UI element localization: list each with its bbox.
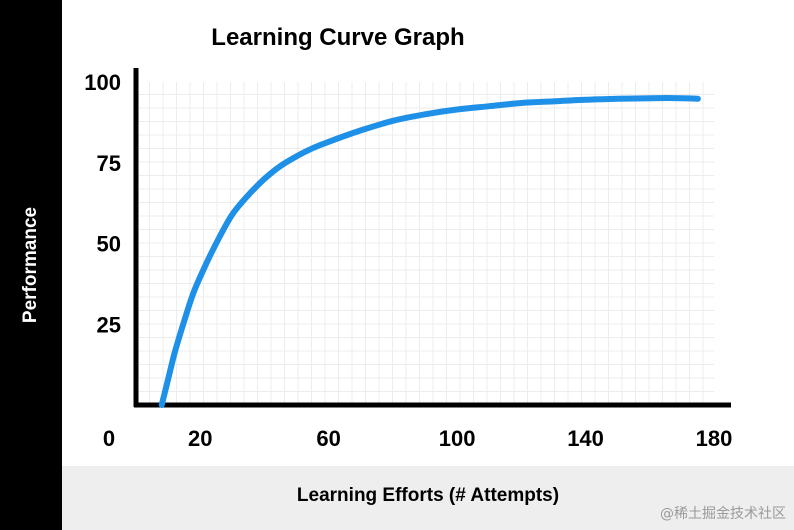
learning-curve-line <box>158 95 701 408</box>
y-tick-label: 25 <box>97 312 121 337</box>
y-tick-label: 100 <box>84 70 121 95</box>
x-tick-label: 180 <box>696 426 733 451</box>
watermark: @稀土掘金技术社区 <box>660 506 786 522</box>
y-tick-label: 50 <box>97 232 121 257</box>
x-tick-label: 100 <box>439 426 476 451</box>
x-tick-label: 60 <box>316 426 340 451</box>
y-tick-label: 75 <box>97 151 121 176</box>
x-tick-label: 140 <box>567 426 604 451</box>
x-tick-label: 0 <box>103 426 115 451</box>
x-axis-label-band: Learning Efforts (# Attempts) <box>62 466 794 530</box>
x-axis-label: Learning Efforts (# Attempts) <box>296 485 560 506</box>
chart-title: Learning Curve Graph <box>211 24 465 51</box>
learning-curve-chart: 0 20 60 100 140 180 25 50 75 100 <box>84 68 733 451</box>
x-tick-label: 20 <box>188 426 212 451</box>
y-axis-label-band: Performance <box>0 0 62 530</box>
